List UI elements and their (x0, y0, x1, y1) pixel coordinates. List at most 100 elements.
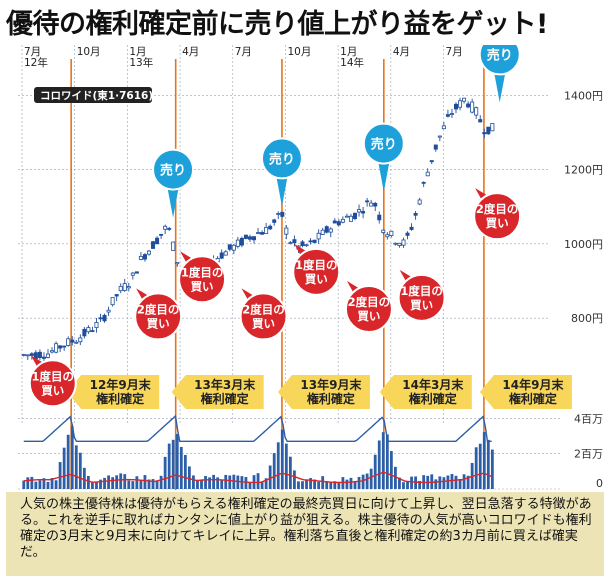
candle-body (304, 244, 309, 247)
candle-body (268, 225, 273, 230)
candle-body (445, 114, 450, 117)
record-date-tag-shape (479, 375, 572, 409)
candle-body (324, 226, 329, 233)
buy-bubble-text: 1度目の (295, 258, 338, 272)
volume-bar (301, 481, 304, 489)
candle-body (260, 232, 265, 235)
record-date-tag-text: 13年9月末 (300, 377, 362, 392)
buy-bubble-text: 1度目の (400, 284, 443, 298)
x-tick-label: 1月 (129, 46, 146, 58)
volume-bar (406, 481, 409, 489)
candle-body (25, 354, 30, 357)
sell-bubble-circle (362, 122, 405, 165)
candle-body (45, 353, 50, 358)
sell-bubble-text: 売り (160, 163, 186, 179)
volume-bar (264, 478, 268, 489)
candle-body (478, 119, 483, 123)
volume-bar (369, 468, 373, 489)
volume-bar (78, 452, 82, 489)
buy-bubble-circle (397, 273, 446, 322)
candle-body (320, 229, 325, 235)
candle-body (401, 239, 406, 246)
candle-body (231, 244, 236, 251)
candle-body (219, 252, 224, 259)
sell-bubble: 売り (478, 45, 521, 103)
candle-body (486, 126, 491, 135)
candle-body (118, 285, 123, 292)
x-tick-label: 14年 (340, 56, 364, 69)
candle-body (312, 239, 317, 243)
volume-bar (486, 439, 490, 489)
record-date-tag-text: 権利確定 (96, 391, 144, 406)
volume-tick-label: 0 (596, 477, 603, 490)
volume-bar (30, 476, 34, 489)
price-tick-label: 1200円 (564, 164, 603, 177)
record-date-tag-text: 12年9月末 (90, 377, 152, 392)
volume-bar (183, 454, 187, 489)
candle-body (126, 286, 131, 289)
buy-bubble-circle (134, 292, 183, 341)
candle-body (159, 233, 164, 236)
candle-body (78, 337, 83, 343)
volume-bar (305, 480, 308, 489)
x-tick-label: 7月 (24, 46, 41, 58)
candle-body (264, 226, 269, 235)
volume-bar (46, 481, 50, 489)
volume-bar (410, 476, 413, 489)
candle-body (441, 125, 446, 130)
volume-bar (353, 482, 357, 489)
candle-body (429, 160, 434, 163)
candle-body (490, 123, 495, 132)
volume-bar (196, 480, 199, 489)
volume-bar (34, 481, 38, 489)
volume-bar (111, 477, 115, 489)
candle-body (74, 341, 79, 344)
record-date-tag-text: 14年9月末 (502, 377, 564, 392)
volume-bar (179, 446, 183, 489)
candle-body (94, 322, 99, 328)
volume-bar (398, 477, 401, 489)
volume-bar (248, 482, 252, 489)
candle-body (425, 171, 430, 177)
volume-average-line (23, 414, 492, 442)
buy-bubble-circle (473, 192, 522, 241)
volume-bar (418, 480, 422, 489)
volume-bar (240, 476, 244, 489)
volume-bar (361, 474, 365, 489)
price-tick-label: 1400円 (564, 89, 603, 102)
record-date-tag-shape (67, 375, 160, 409)
price-tick-label: 1000円 (564, 238, 603, 251)
candle-body (449, 113, 454, 115)
candle-body (29, 353, 34, 356)
volume-bar (284, 443, 288, 489)
buy-bubble-circle (178, 255, 227, 304)
volume-bar (450, 474, 454, 489)
buy-bubble-text: 2度目の (348, 295, 391, 309)
candle-body (227, 244, 232, 250)
candle-body (37, 351, 42, 358)
x-tick-label: 10月 (77, 46, 101, 58)
volume-bar (115, 475, 119, 489)
candle-body (353, 212, 358, 220)
candle-body (369, 202, 374, 207)
volume-bar (309, 478, 312, 489)
volume-bar (446, 475, 450, 489)
candle-body (466, 103, 471, 108)
candle-body (70, 339, 75, 343)
stock-label: コロワイド(東1·7616) (40, 89, 153, 102)
record-date-tag-text: 権利確定 (409, 391, 457, 406)
volume-bar (26, 477, 30, 489)
sell-bubble-text: 売り (487, 47, 513, 63)
buy-bubble-text: 買い (147, 316, 170, 330)
buy-bubble-text: 買い (357, 309, 380, 323)
buy-bubble-text: 買い (410, 298, 433, 312)
buy-bubble-text: 買い (41, 383, 64, 397)
sell-bubble-pointer (377, 159, 390, 192)
volume-bar (276, 442, 280, 489)
volume-bar (143, 475, 147, 489)
volume-bar (466, 475, 470, 489)
volume-bar (123, 474, 127, 489)
candle-body (453, 103, 458, 110)
candle-body (365, 200, 370, 203)
